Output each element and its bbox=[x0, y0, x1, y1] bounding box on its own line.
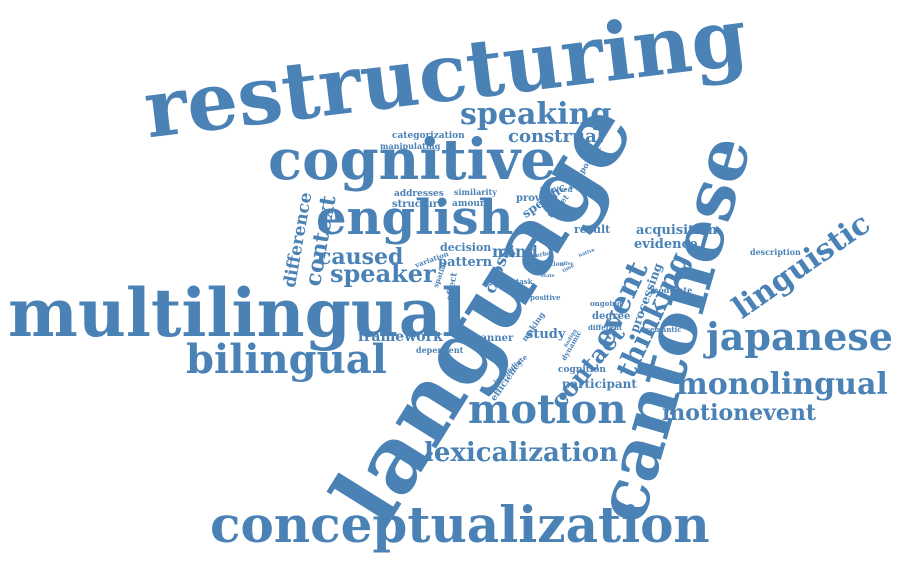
word-offer: offer bbox=[560, 262, 573, 267]
word-state: state bbox=[541, 274, 555, 279]
word-acquisition: acquisition bbox=[636, 224, 717, 237]
word-conceptualization: conceptualization bbox=[210, 500, 710, 550]
word-task: task bbox=[516, 278, 533, 285]
word-provide: provide bbox=[516, 194, 558, 204]
word-evidence: evidence bbox=[634, 238, 698, 251]
word-modulate: modulate bbox=[650, 286, 692, 294]
word-positive: positive bbox=[530, 294, 561, 301]
word-motionevent: motionevent bbox=[662, 402, 816, 424]
word-bilingual: bilingual bbox=[186, 340, 387, 380]
word-dependent: dependent bbox=[416, 346, 463, 354]
word-description: description bbox=[750, 248, 801, 256]
word-linguistic: linguistic bbox=[728, 209, 876, 325]
word-japanese: japanese bbox=[706, 318, 893, 356]
word-structure: structure bbox=[392, 200, 444, 210]
word-categorization: categorization bbox=[392, 132, 465, 141]
word-monolingual: monolingual bbox=[676, 370, 888, 400]
word-manipulating: manipulating bbox=[380, 142, 440, 150]
word-different: different bbox=[588, 324, 622, 331]
word-similarity: similarity bbox=[454, 188, 497, 196]
word-framework: framework bbox=[358, 330, 443, 344]
word-construal: construal bbox=[508, 128, 604, 146]
word-lexicalization: lexicalization bbox=[424, 440, 618, 466]
word-degree: degree bbox=[592, 312, 630, 322]
word-semantic: semantic bbox=[646, 326, 682, 333]
word-cognition: cognition bbox=[558, 366, 606, 375]
word-proc: proc bbox=[516, 288, 534, 295]
word-result: result bbox=[574, 224, 610, 235]
word-involved: involved bbox=[540, 186, 573, 193]
word-manner: manner bbox=[470, 334, 513, 344]
word-participant: participant bbox=[562, 378, 637, 390]
word-amount: amount bbox=[452, 200, 491, 209]
word-addresses: addresses bbox=[394, 190, 444, 199]
word-ongoing: ongoing bbox=[590, 300, 622, 307]
